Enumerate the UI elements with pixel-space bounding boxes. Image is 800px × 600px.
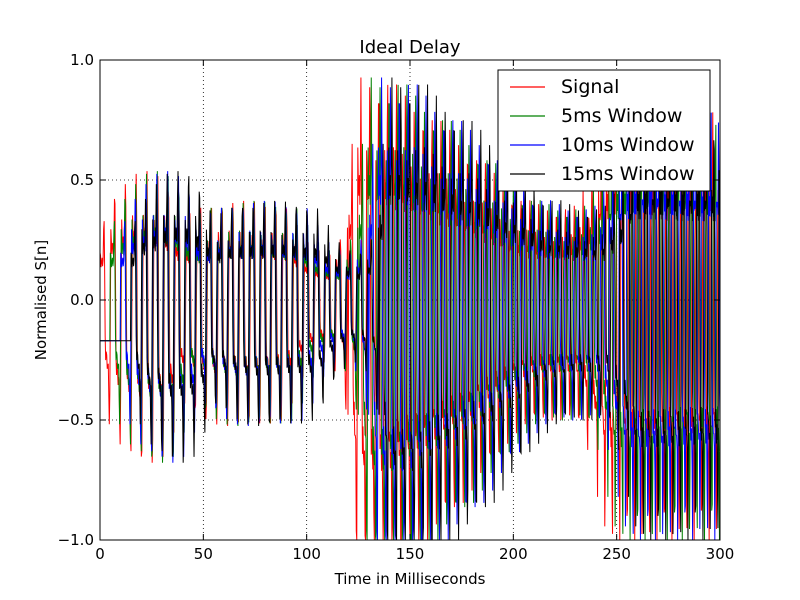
y-axis-title: Normalised S[n] <box>32 240 50 361</box>
x-tick-label-0: 0 <box>95 545 105 563</box>
x-tick-label-1: 50 <box>194 545 213 563</box>
legend-label-0: Signal <box>561 76 619 98</box>
legend-label-2: 10ms Window <box>561 134 695 156</box>
x-tick-label-3: 150 <box>396 545 425 563</box>
ticks: 0 50 100 150 200 250 300 −1.0 −0.5 0.0 0.5 1.0 <box>58 51 735 563</box>
y-tick-label-3: 0.5 <box>70 171 94 189</box>
series-line-3 <box>100 77 720 540</box>
legend-box <box>497 69 711 192</box>
x-tick-label-4: 200 <box>499 545 528 563</box>
y-tick-label-2: 0.0 <box>70 291 94 309</box>
y-tick-label-0: −1.0 <box>58 531 94 549</box>
x-tick-label-5: 250 <box>602 545 631 563</box>
x-tick-label-2: 100 <box>292 545 321 563</box>
x-tick-label-6: 300 <box>706 545 735 563</box>
chart-title: Ideal Delay <box>359 37 461 58</box>
legend-label-3: 15ms Window <box>561 163 695 185</box>
y-tick-label-4: 1.0 <box>70 51 94 69</box>
series-line-2 <box>100 77 720 540</box>
x-axis-title: Time in Milliseconds <box>334 570 486 588</box>
y-tick-label-1: −0.5 <box>58 411 94 429</box>
legend-label-1: 5ms Window <box>561 105 682 127</box>
legend: Signal 5ms Window 10ms Window 15ms Window <box>497 69 711 192</box>
